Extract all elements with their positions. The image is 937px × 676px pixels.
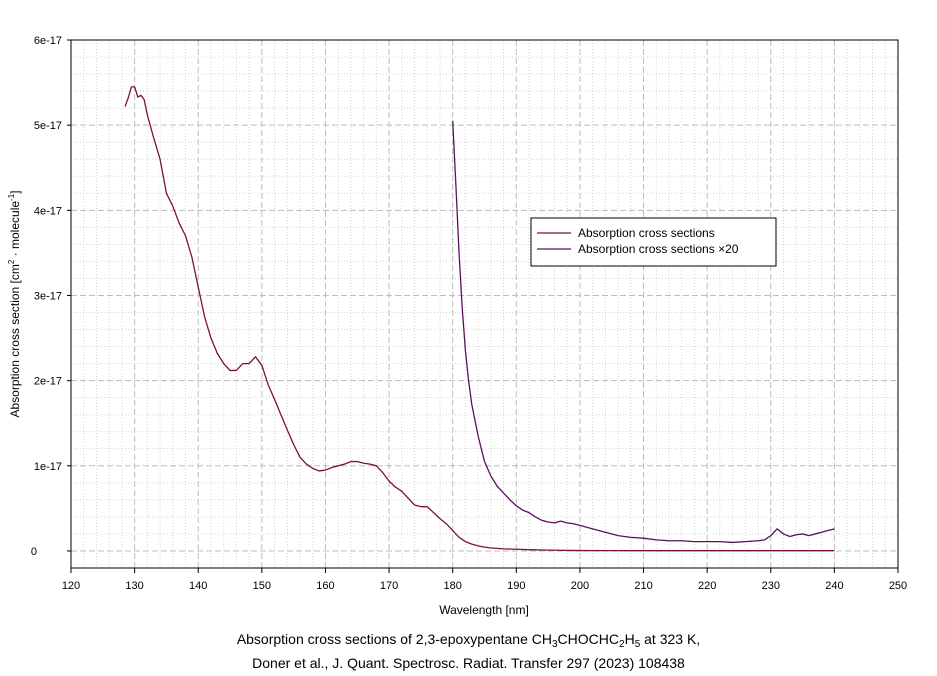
x-tick-label: 120 [62, 580, 80, 592]
series-line-1 [124, 86, 835, 552]
x-tick-label: 220 [698, 580, 716, 592]
x-tick-label: 230 [762, 580, 780, 592]
legend: Absorption cross sections Absorption cro… [530, 217, 777, 267]
x-tick-label: 150 [253, 580, 271, 592]
plot-frame [70, 39, 899, 569]
x-tick-label: 130 [125, 580, 143, 592]
plot-area [71, 40, 898, 568]
x-tick-label: 240 [825, 580, 843, 592]
legend-label-series-2: Absorption cross sections ×20 [578, 242, 739, 256]
chart-caption-line-1: Absorption cross sections of 2,3-epoxype… [236, 631, 701, 650]
y-tick-label: 6e-17 [34, 35, 62, 47]
y-tick-label: 4e-17 [34, 205, 62, 217]
series-group [124, 86, 835, 552]
x-tick-label: 200 [571, 580, 589, 592]
chart-caption-line-2: Doner et al., J. Quant. Spectrosc. Radia… [252, 655, 685, 671]
x-tick-label: 180 [444, 580, 462, 592]
axis-ticks: 120 130 140 150 160 170 180 190 200 210 220 230 240 2… [31, 35, 907, 592]
y-tick-label: 5e-17 [34, 120, 62, 132]
y-axis-title: Absorption cross section [cm2 · molecule… [7, 190, 22, 417]
x-axis-title: Wavelength [nm] [439, 603, 529, 617]
y-tick-label: 0 [31, 546, 37, 558]
x-tick-label: 140 [189, 580, 207, 592]
y-tick-label: 2e-17 [34, 376, 62, 388]
series-line-2 [452, 120, 835, 544]
x-tick-label: 210 [634, 580, 652, 592]
x-tick-label: 160 [316, 580, 334, 592]
x-tick-label: 190 [507, 580, 525, 592]
legend-box [530, 217, 777, 267]
x-tick-label: 170 [380, 580, 398, 592]
y-tick-label: 3e-17 [34, 290, 62, 302]
y-tick-label: 1e-17 [34, 461, 62, 473]
x-tick-label: 250 [889, 580, 907, 592]
legend-label-series-1: Absorption cross sections [578, 226, 715, 240]
grid [70, 39, 899, 568]
